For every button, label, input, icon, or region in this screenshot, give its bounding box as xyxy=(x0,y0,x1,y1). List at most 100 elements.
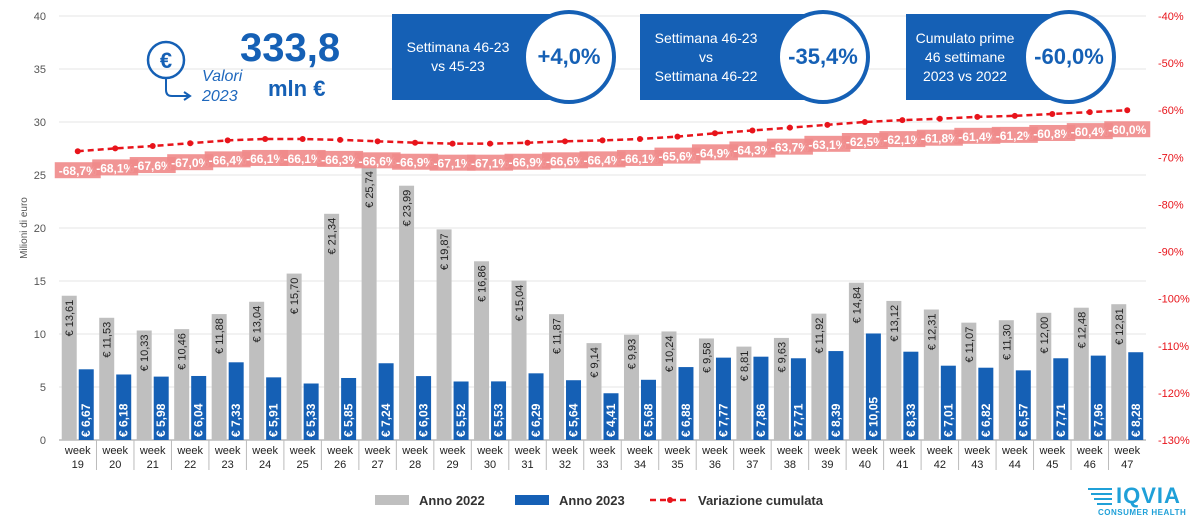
bar-2023-label: € 6,82 xyxy=(979,403,993,437)
bar-2022-label: € 14,84 xyxy=(851,287,863,324)
x-tick-label: 37 xyxy=(746,459,758,471)
x-tick-prefix: week xyxy=(439,445,466,457)
bar-2023 xyxy=(116,374,132,440)
cumulative-point xyxy=(824,121,831,128)
bar-2022 xyxy=(249,301,265,440)
cumulative-label-bg xyxy=(392,153,439,170)
bar-2023-label: € 7,24 xyxy=(379,403,393,437)
bar-2022-label: € 23,99 xyxy=(402,190,414,227)
bar-2022 xyxy=(1073,307,1089,440)
bar-2023-label: € 6,18 xyxy=(117,403,131,437)
bar-2023-label: € 6,04 xyxy=(192,403,206,437)
cumulative-label-bg xyxy=(1029,124,1076,141)
cumulative-label: -68,1% xyxy=(96,161,134,175)
bar-2023-label: € 7,71 xyxy=(791,403,805,437)
bar-2022 xyxy=(361,167,377,440)
cumulative-point xyxy=(74,148,81,155)
cumulative-label-bg xyxy=(916,129,963,146)
cumulative-point xyxy=(1049,110,1056,117)
cumulative-point xyxy=(861,119,868,125)
bar-2022 xyxy=(549,314,565,440)
bar-2023-label: € 6,67 xyxy=(79,403,93,437)
kpi-weekly-text: Settimana 46-23 vs 45-23 xyxy=(406,39,510,74)
cumulative-point xyxy=(1011,112,1018,119)
x-tick-label: 30 xyxy=(484,459,496,471)
bar-2023-label: € 8,33 xyxy=(904,403,918,437)
bar-2022-label: € 11,87 xyxy=(552,318,564,354)
legend-label-2023: Anno 2023 xyxy=(559,492,625,508)
x-tick-prefix: week xyxy=(851,445,878,457)
cumulative-point xyxy=(187,140,194,147)
cumulative-label: -62,5% xyxy=(846,135,884,149)
x-tick-prefix: week xyxy=(476,445,503,457)
cumulative-label-bg xyxy=(691,144,738,161)
bar-2022 xyxy=(511,280,527,440)
bar-2022-label: € 8,81 xyxy=(739,351,751,382)
bar-2023 xyxy=(978,367,994,440)
bar-2023 xyxy=(640,379,656,440)
x-tick-label: 27 xyxy=(371,459,383,471)
bar-2022 xyxy=(698,338,714,440)
headline-block: € 333,8 mln € Valori 2023 xyxy=(140,20,370,110)
bar-2023 xyxy=(153,376,169,440)
bar-2023-label: € 6,03 xyxy=(417,403,431,437)
bar-2023-label: € 5,53 xyxy=(492,403,506,437)
x-tick-prefix: week xyxy=(176,445,203,457)
cumulative-point xyxy=(487,140,494,147)
cumulative-label-bg xyxy=(504,153,551,170)
x-tick-prefix: week xyxy=(589,445,616,457)
bar-2023 xyxy=(266,377,282,440)
x-tick-prefix: week xyxy=(1076,445,1103,457)
bar-2022 xyxy=(998,320,1014,440)
legend-label-2022: Anno 2022 xyxy=(419,492,485,508)
y2-tick-label: -40% xyxy=(1158,11,1184,23)
bar-2022 xyxy=(961,322,977,440)
bar-2022-label: € 10,33 xyxy=(139,335,151,372)
cumulative-label: -61,4% xyxy=(958,130,996,144)
bar-2022 xyxy=(399,185,415,440)
x-tick-label: 31 xyxy=(521,459,533,471)
legend-label-line: Variazione cumulata xyxy=(698,492,823,508)
bar-2023-label: € 5,91 xyxy=(267,403,281,437)
cumulative-label: -64,3% xyxy=(733,143,771,157)
bar-2023-label: € 7,77 xyxy=(716,403,730,437)
bar-2023 xyxy=(603,393,619,440)
x-tick-label: 46 xyxy=(1084,459,1096,471)
bar-2023-label: € 8,28 xyxy=(1129,403,1143,437)
cumulative-label-bg xyxy=(354,152,401,169)
legend-item-2022: Anno 2022 xyxy=(375,490,485,510)
cumulative-point xyxy=(786,124,793,131)
bar-2022-label: € 19,87 xyxy=(439,233,451,270)
bar-2023-label: € 7,33 xyxy=(229,403,243,437)
bar-2023-label: € 8,39 xyxy=(829,403,843,437)
legend-swatch-2023 xyxy=(515,495,549,505)
y2-tick-label: -60% xyxy=(1158,105,1184,117)
bar-2022-label: € 12,81 xyxy=(1114,308,1126,345)
bar-2022-label: € 13,61 xyxy=(64,300,76,337)
x-tick-label: 34 xyxy=(634,459,646,471)
cumulative-label: -68,7% xyxy=(59,164,97,178)
cumulative-label-bg xyxy=(167,154,214,171)
cumulative-point xyxy=(374,138,381,145)
x-tick-prefix: week xyxy=(101,445,128,457)
cumulative-label: -67,0% xyxy=(171,156,209,170)
cumulative-point xyxy=(299,135,306,142)
y2-tick-label: -50% xyxy=(1158,58,1184,70)
cumulative-label-bg xyxy=(616,149,663,166)
logo-subtitle: CONSUMER HEALTH xyxy=(1098,508,1187,517)
cumulative-label-bg xyxy=(579,151,626,168)
bar-2022 xyxy=(1111,304,1127,440)
bar-2022 xyxy=(436,229,452,440)
bar-2022 xyxy=(1036,312,1052,440)
cumulative-label: -61,2% xyxy=(996,129,1034,143)
x-tick-label: 40 xyxy=(859,459,871,471)
bar-2022-label: € 13,12 xyxy=(889,305,901,342)
x-tick-label: 19 xyxy=(72,459,84,471)
bar-2023-label: € 4,41 xyxy=(604,403,618,437)
cumulative-label-bg xyxy=(242,149,289,166)
cumulative-label: -66,1% xyxy=(246,152,284,166)
x-tick-label: 44 xyxy=(1009,459,1021,471)
bar-2022 xyxy=(811,313,827,440)
cumulative-label: -65,6% xyxy=(658,150,696,164)
